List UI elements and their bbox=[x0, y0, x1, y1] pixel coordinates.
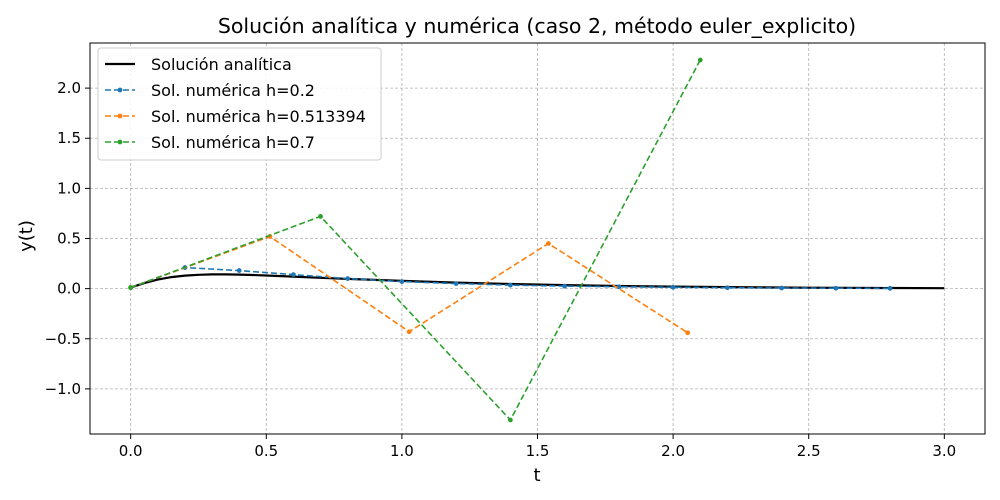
data-point bbox=[345, 276, 351, 282]
legend-marker bbox=[117, 113, 123, 119]
data-point bbox=[545, 241, 551, 246]
x-tick-label: 1.5 bbox=[526, 442, 550, 460]
y-tick-label: 0.5 bbox=[57, 230, 81, 248]
data-point bbox=[507, 282, 513, 288]
grid bbox=[90, 43, 985, 434]
y-tick-label: 2.0 bbox=[57, 79, 81, 97]
data-point bbox=[406, 329, 412, 335]
x-axis-label: t bbox=[533, 465, 540, 486]
x-tick-label: 2.0 bbox=[661, 442, 685, 460]
legend-label: Sol. numérica h=0.2 bbox=[151, 81, 315, 100]
data-point bbox=[318, 214, 323, 219]
x-tick-label: 1.0 bbox=[390, 442, 414, 460]
data-point bbox=[616, 284, 622, 290]
data-point bbox=[562, 283, 568, 289]
series-line bbox=[130, 59, 701, 422]
data-point bbox=[453, 281, 459, 287]
x-tick-label: 0.0 bbox=[119, 442, 143, 460]
legend-marker bbox=[117, 139, 123, 145]
data-point bbox=[833, 285, 839, 291]
x-tick-label: 2.5 bbox=[797, 442, 821, 460]
y-tick-label: −1.0 bbox=[45, 380, 81, 398]
data-point bbox=[236, 268, 242, 273]
legend-box bbox=[97, 47, 382, 161]
legend-label: Sol. numérica h=0.513394 bbox=[151, 107, 366, 126]
data-point bbox=[779, 285, 784, 291]
data-point bbox=[697, 57, 703, 63]
data-point bbox=[685, 330, 691, 336]
chart-title: Solución analítica y numérica (caso 2, m… bbox=[218, 14, 856, 39]
legend-label: Solución analítica bbox=[151, 55, 292, 74]
y-tick-label: 1.0 bbox=[57, 179, 81, 197]
data-point bbox=[887, 285, 893, 291]
y-axis-label: y(t) bbox=[16, 220, 37, 252]
legend-item: Sol. numérica h=0.2 bbox=[105, 81, 315, 100]
legend-marker bbox=[117, 87, 123, 93]
x-tick-label: 3.0 bbox=[932, 442, 956, 460]
data-point bbox=[507, 417, 513, 423]
data-point bbox=[670, 284, 676, 290]
data-point bbox=[128, 285, 134, 291]
legend-item: Sol. numérica h=0.513394 bbox=[105, 107, 366, 126]
legend-item: Solución analítica bbox=[105, 55, 292, 74]
plot-area bbox=[128, 57, 945, 423]
series-3 bbox=[128, 57, 703, 423]
legend-item: Sol. numérica h=0.7 bbox=[105, 133, 315, 152]
legend-label: Sol. numérica h=0.7 bbox=[151, 133, 315, 152]
x-tick-label: 0.5 bbox=[254, 442, 278, 460]
data-point bbox=[724, 285, 730, 291]
data-point bbox=[399, 279, 405, 285]
data-point bbox=[291, 272, 296, 277]
y-tick-label: 0.0 bbox=[57, 280, 81, 298]
y-tick-label: 1.5 bbox=[57, 129, 81, 147]
y-tick-label: −0.5 bbox=[45, 330, 81, 348]
ticks: 0.0 0.5 1.0 1.5 2.0 2.5 3.0 −1.0 −0.5 0.0 0.5 1.0 1.… bbox=[45, 79, 957, 460]
legend: Solución analítica Sol. numérica h=0.2 Sol… bbox=[97, 47, 382, 161]
